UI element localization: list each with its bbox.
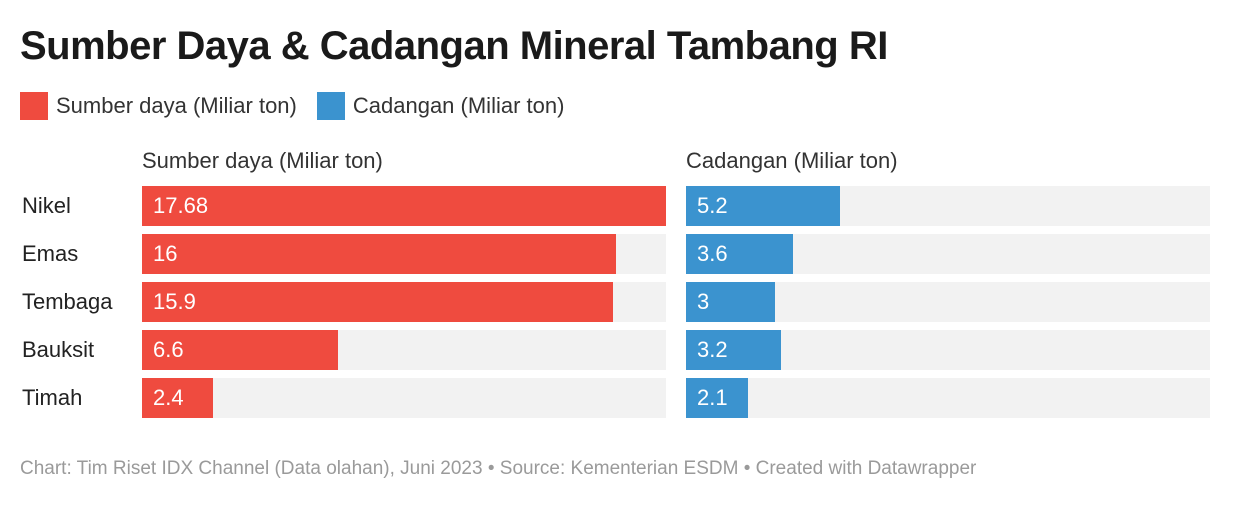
legend-swatch-cadangan: [316, 92, 345, 120]
bar: [686, 234, 793, 274]
bar-value-label: 15.9: [153, 289, 196, 314]
bar-track: 2.1: [686, 378, 1210, 418]
legend-swatch-sumber-daya: [20, 92, 48, 120]
bar-track: 17.68: [142, 186, 666, 226]
legend-item-cadangan: Cadangan (Miliar ton): [316, 92, 565, 120]
panel-title: Sumber daya (Miliar ton): [142, 148, 383, 173]
bar: [142, 234, 616, 274]
panel-title: Cadangan (Miliar ton): [686, 148, 898, 173]
legend: Sumber daya (Miliar ton) Cadangan (Milia…: [20, 92, 584, 120]
bar: [142, 330, 338, 370]
bar-value-label: 3.6: [697, 241, 728, 266]
bar-value-label: 3.2: [697, 337, 728, 362]
bar-track: 15.9: [142, 282, 666, 322]
bar-track: 3: [686, 282, 1210, 322]
chart-footer: Chart: Tim Riset IDX Channel (Data olaha…: [20, 458, 977, 479]
bar-track: 5.2: [686, 186, 1210, 226]
bar: [686, 282, 775, 322]
legend-label-sumber-daya: Sumber daya (Miliar ton): [56, 93, 297, 118]
bar: [686, 378, 748, 418]
bar-track: 16: [142, 234, 666, 274]
bar: [142, 378, 213, 418]
category-label: Timah: [22, 385, 83, 410]
bar-track: 6.6: [142, 330, 666, 370]
bar: [142, 186, 666, 226]
bar-track: 2.4: [142, 378, 666, 418]
bar-track: 3.6: [686, 234, 1210, 274]
bar-value-label: 5.2: [697, 193, 728, 218]
bar-track: 3.2: [686, 330, 1210, 370]
bar: [686, 186, 840, 226]
bar-value-label: 16: [153, 241, 178, 266]
bar: [142, 282, 613, 322]
bar-value-label: 17.68: [153, 193, 209, 218]
legend-label-cadangan: Cadangan (Miliar ton): [352, 93, 565, 118]
bar-value-label: 3: [697, 289, 710, 314]
category-label: Bauksit: [22, 337, 95, 362]
legend-item-sumber-daya: Sumber daya (Miliar ton): [20, 92, 297, 120]
bar-value-label: 2.4: [153, 385, 184, 410]
category-label: Tembaga: [22, 289, 113, 314]
bar: [686, 330, 781, 370]
category-label: Emas: [22, 241, 79, 266]
bar-value-label: 6.6: [153, 337, 184, 362]
bar-value-label: 2.1: [697, 385, 728, 410]
category-label: Nikel: [22, 193, 71, 218]
chart-title: Sumber Daya & Cadangan Mineral Tambang R…: [20, 24, 888, 68]
